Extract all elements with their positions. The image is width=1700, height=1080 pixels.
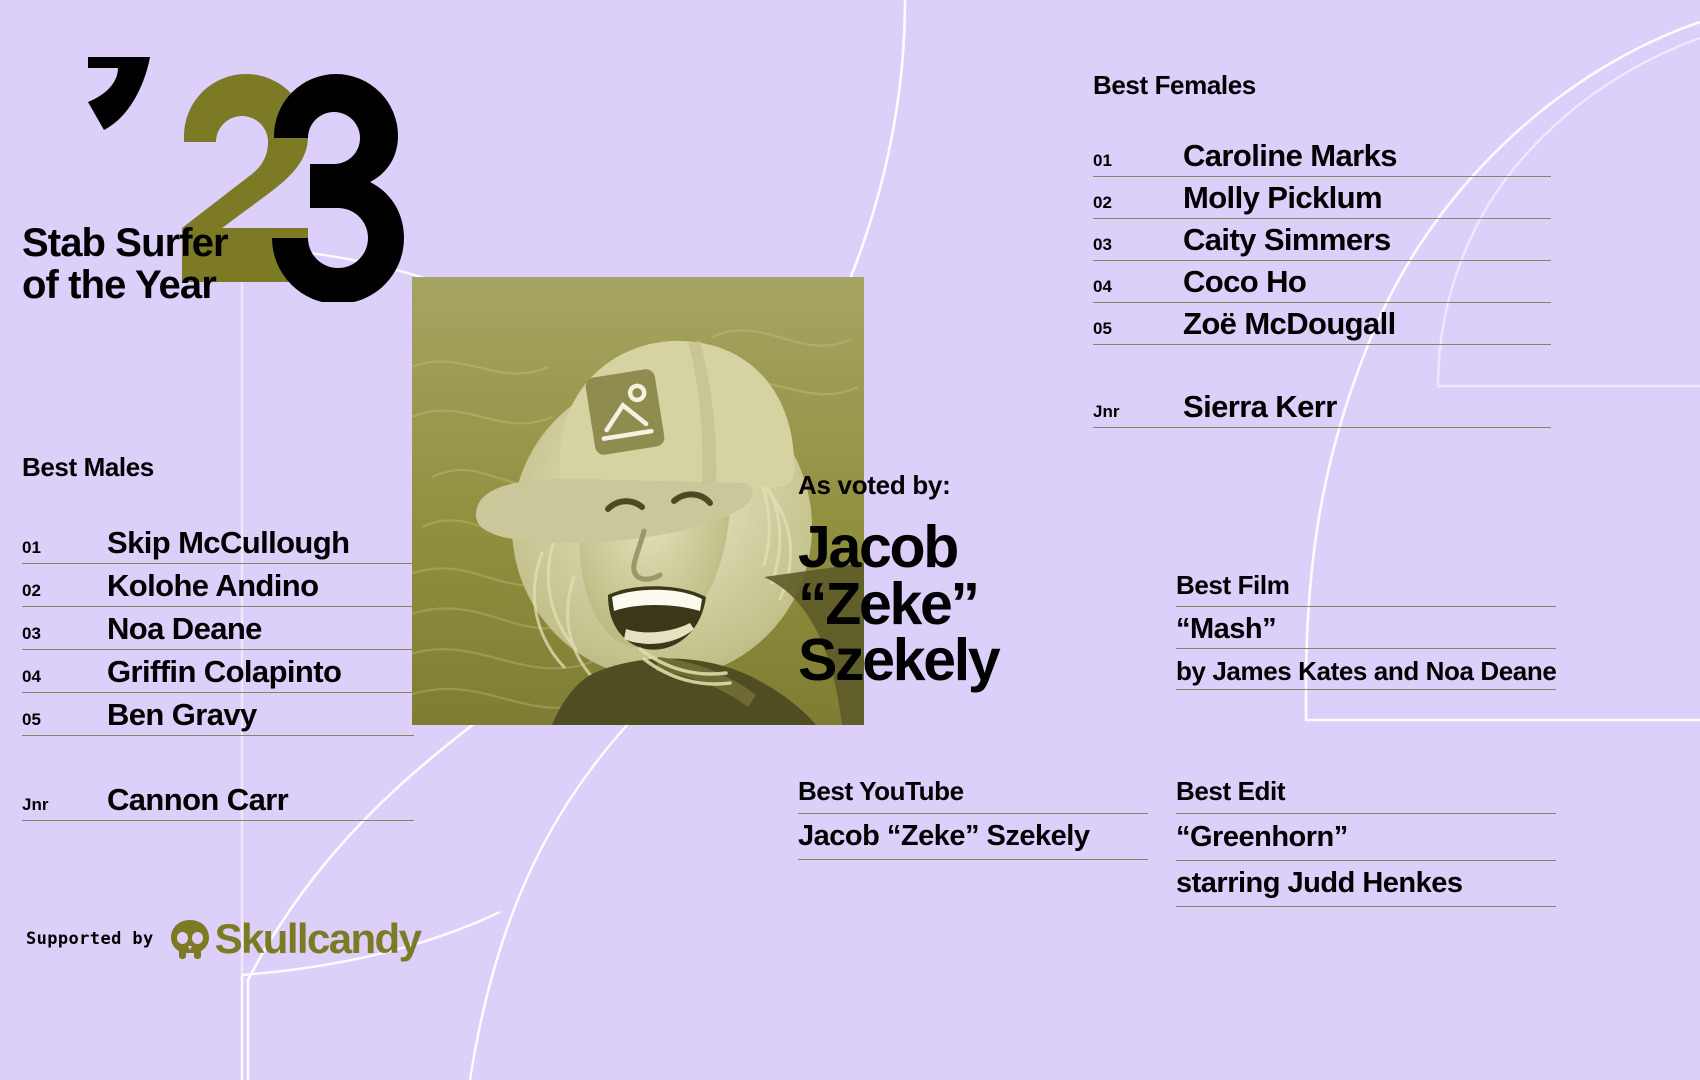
- table-row: 05 Zoë McDougall: [1093, 303, 1551, 345]
- table-row: 05 Ben Gravy: [22, 693, 414, 736]
- table-row-junior: Jnr Cannon Carr: [22, 776, 414, 821]
- best-edit-section: Best Edit “Greenhorn” starring Judd Henk…: [1176, 776, 1556, 907]
- voted-by-block: As voted by: Jacob “Zeke” Szekely: [798, 470, 1098, 694]
- best-film-name: “Mash”: [1176, 607, 1556, 649]
- surfer-name: Kolohe Andino: [107, 568, 319, 604]
- rank-number: 02: [1093, 193, 1112, 212]
- logo-title: Stab Surfer of the Year: [22, 221, 229, 308]
- supported-by-label: Supported by: [26, 929, 154, 949]
- skullcandy-wordmark: Skullcandy: [214, 915, 422, 962]
- best-youtube-section: Best YouTube Jacob “Zeke” Szekely: [798, 776, 1148, 860]
- rank-number: 03: [22, 624, 41, 643]
- rank-number: 03: [1093, 235, 1112, 254]
- table-row-junior: Jnr Sierra Kerr: [1093, 383, 1551, 428]
- surfer-name: Coco Ho: [1183, 264, 1307, 300]
- portrait-illustration: [412, 277, 864, 725]
- surfer-name: Noa Deane: [107, 611, 262, 647]
- best-females-section: Best Females 01 Caroline Marks 02 Molly …: [1093, 70, 1551, 428]
- best-edit-name: “Greenhorn”: [1176, 813, 1556, 860]
- table-row: 03 Noa Deane: [22, 607, 414, 650]
- surfer-name: Molly Picklum: [1183, 180, 1383, 216]
- year-23-mark: [88, 57, 404, 302]
- table-row: 01 Caroline Marks: [1093, 135, 1551, 177]
- surfer-name: Caroline Marks: [1183, 138, 1397, 174]
- best-film-title: Best Film: [1176, 570, 1556, 607]
- surfer-name: Skip McCullough: [107, 525, 350, 561]
- rank-label-jnr: Jnr: [1093, 402, 1120, 421]
- surfer-name: Zoë McDougall: [1183, 306, 1396, 342]
- skull-icon: [170, 920, 209, 959]
- stab-logo: Stab Surfer of the Year: [22, 52, 422, 342]
- table-row: 01 Skip McCullough: [22, 521, 414, 564]
- rank-number: 04: [22, 667, 41, 686]
- best-males-section: Best Males 01 Skip McCullough 02 Kolohe …: [22, 452, 414, 821]
- table-row: 04 Coco Ho: [1093, 261, 1551, 303]
- best-film-section: Best Film “Mash” by James Kates and Noa …: [1176, 570, 1557, 690]
- surfer-name: Sierra Kerr: [1183, 389, 1337, 425]
- rank-number: 05: [1093, 319, 1112, 338]
- best-film-credit: by James Kates and Noa Deane: [1176, 649, 1557, 690]
- voted-by-label: As voted by:: [798, 470, 951, 500]
- surfer-name: Caity Simmers: [1183, 222, 1391, 258]
- surfer-name: Ben Gravy: [107, 697, 257, 733]
- rank-number: 01: [22, 538, 41, 557]
- table-row: 04 Griffin Colapinto: [22, 650, 414, 693]
- best-edit-credit: starring Judd Henkes: [1176, 860, 1556, 907]
- best-youtube-title: Best YouTube: [798, 776, 964, 806]
- best-edit-title: Best Edit: [1176, 776, 1286, 806]
- sponsor-footer: Supported by Skullcandy: [26, 915, 422, 962]
- best-males-title: Best Males: [22, 452, 154, 482]
- best-youtube-name: Jacob “Zeke” Szekely: [798, 813, 1148, 860]
- surfer-name: Cannon Carr: [107, 782, 289, 818]
- rank-number: 02: [22, 581, 41, 600]
- rank-number: 01: [1093, 151, 1112, 170]
- voted-by-name: Jacob “Zeke” Szekely: [798, 514, 1001, 694]
- best-females-title: Best Females: [1093, 70, 1256, 100]
- table-row: 02 Kolohe Andino: [22, 564, 414, 607]
- rank-number: 05: [22, 710, 41, 729]
- rank-number: 04: [1093, 277, 1112, 296]
- rank-label-jnr: Jnr: [22, 795, 49, 814]
- table-row: 03 Caity Simmers: [1093, 219, 1551, 261]
- skullcandy-logo: Skullcandy: [168, 915, 422, 962]
- surfer-portrait-photo: [412, 277, 864, 725]
- surfer-name: Griffin Colapinto: [107, 654, 342, 690]
- table-row: 02 Molly Picklum: [1093, 177, 1551, 219]
